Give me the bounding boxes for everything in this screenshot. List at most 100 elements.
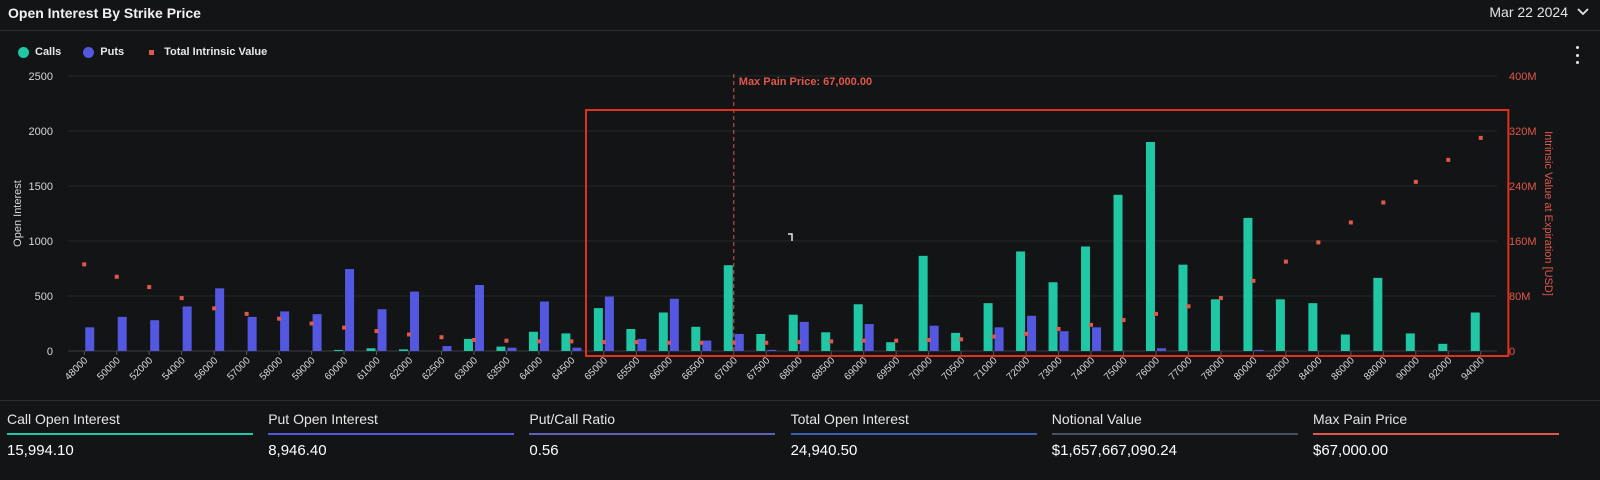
- put-bar: [734, 333, 744, 351]
- put-bar: [994, 327, 1004, 351]
- put-bar: [864, 324, 874, 351]
- intrinsic-point: [374, 329, 379, 334]
- legend-item-intrinsic[interactable]: Total Intrinsic Value: [146, 46, 267, 58]
- max-pain-annotation: Max Pain Price: 67,000.00: [739, 76, 872, 88]
- y-tick-label: 2500: [29, 71, 53, 83]
- intrinsic-point: [1251, 278, 1256, 283]
- x-tick-label: 58000: [258, 355, 286, 383]
- intrinsic-point: [991, 334, 996, 339]
- y2-tick-label: 240M: [1509, 181, 1537, 193]
- call-bar: [821, 332, 831, 351]
- stats-bar: Call Open Interest 15,994.10 Put Open Inte…: [0, 400, 1600, 480]
- call-bar: [1081, 246, 1091, 351]
- x-tick-label: 65000: [583, 355, 611, 383]
- stat-max-pain-price: Max Pain Price $67,000.00: [1313, 401, 1559, 480]
- intrinsic-point: [1153, 311, 1158, 316]
- vertical-ellipsis-icon[interactable]: [1572, 46, 1582, 64]
- puts-swatch: [83, 46, 95, 58]
- x-tick-label: 94000: [1459, 355, 1487, 383]
- x-tick-label: 72000: [1005, 355, 1033, 383]
- stat-value: $1,657,667,090.24: [1051, 442, 1177, 459]
- stat-label: Call Open Interest: [7, 411, 120, 427]
- cursor-icon: [788, 233, 793, 241]
- y2-tick-label: 320M: [1509, 126, 1537, 138]
- y-tick-label: 0: [47, 346, 53, 358]
- x-tick-label: 82000: [1265, 355, 1293, 383]
- legend-item-calls[interactable]: Calls: [18, 46, 61, 58]
- put-bar: [182, 306, 192, 351]
- stat-put-open-interest: Put Open Interest 8,946.40: [268, 401, 515, 480]
- x-tick-label: 48000: [63, 355, 91, 383]
- x-tick-label: 68500: [810, 355, 838, 383]
- intrinsic-point: [1381, 200, 1386, 205]
- call-bar: [399, 349, 409, 351]
- put-bar: [572, 347, 582, 351]
- legend-label-puts: Puts: [100, 46, 125, 58]
- y-tick-label: 2000: [29, 126, 53, 138]
- x-tick-label: 63500: [485, 355, 513, 383]
- x-tick-label: 78000: [1200, 355, 1228, 383]
- put-bar: [1254, 349, 1264, 351]
- x-tick-label: 92000: [1427, 355, 1455, 383]
- put-bar: [669, 298, 679, 351]
- call-bar: [788, 314, 798, 351]
- x-tick-label: 52000: [128, 355, 156, 383]
- put-bar: [442, 346, 452, 351]
- x-tick-label: 70000: [907, 355, 935, 383]
- intrinsic-swatch: [149, 49, 155, 55]
- calls-swatch: [18, 46, 29, 58]
- stat-label: Put Open Interest: [268, 411, 378, 427]
- intrinsic-point: [601, 340, 606, 345]
- x-tick-label: 73000: [1037, 355, 1065, 383]
- stat-total-open-interest: Total Open Interest 24,940.50: [790, 401, 1037, 480]
- put-bar: [1059, 331, 1069, 351]
- intrinsic-point: [926, 338, 931, 342]
- x-tick-label: 67500: [745, 355, 773, 383]
- stat-label: Total Open Interest: [790, 411, 909, 427]
- intrinsic-point: [277, 316, 282, 321]
- x-tick-label: 70500: [940, 355, 968, 383]
- call-bar: [1178, 264, 1188, 351]
- x-tick-label: 69000: [842, 355, 870, 383]
- y2-tick-label: 400M: [1509, 71, 1537, 83]
- x-tick-label: 57000: [225, 355, 253, 383]
- x-tick-label: 65500: [615, 355, 643, 383]
- call-bar: [1243, 217, 1253, 351]
- open-interest-chart: 0 500 1000 1500 2000 2500 0 80M 160M 240M 320M 400M…: [12, 71, 1554, 383]
- intrinsic-point: [1478, 135, 1483, 140]
- stat-underline: [1313, 433, 1559, 435]
- x-tick-label: 84000: [1297, 355, 1325, 383]
- intrinsic-point: [179, 296, 184, 301]
- x-tick-label: 64500: [550, 355, 578, 383]
- call-bar: [886, 342, 896, 351]
- call-bar: [334, 349, 344, 351]
- put-bar: [702, 340, 712, 351]
- expiry-date-dropdown[interactable]: Mar 22 2024: [1489, 4, 1590, 20]
- chevron-down-icon: [1577, 8, 1589, 16]
- stat-underline: [790, 433, 1037, 435]
- stat-value: 15,994.10: [7, 442, 74, 459]
- put-bar: [1156, 348, 1166, 351]
- x-tick-label: 68000: [777, 355, 805, 383]
- put-bar: [85, 327, 95, 351]
- intrinsic-point: [959, 337, 964, 342]
- intrinsic-point: [1056, 327, 1061, 331]
- call-bar: [561, 333, 571, 351]
- call-bar: [1308, 303, 1318, 351]
- intrinsic-point: [536, 339, 541, 344]
- legend-item-puts[interactable]: Puts: [83, 46, 124, 58]
- x-tick-label: 86000: [1330, 355, 1358, 383]
- chart-legend: Calls Puts Total Intrinsic Value: [18, 46, 289, 58]
- put-bar: [280, 311, 290, 351]
- y2-axis-label: Intrinsic Value at Expiration [USD]: [1542, 131, 1554, 296]
- put-bar: [247, 316, 257, 351]
- intrinsic-point: [699, 340, 704, 345]
- x-tick-label: 88000: [1362, 355, 1390, 383]
- call-bar: [1470, 312, 1480, 351]
- legend-label-calls: Calls: [35, 46, 62, 58]
- intrinsic-point: [861, 338, 866, 343]
- menu-dot: [1575, 61, 1579, 64]
- stat-label: Max Pain Price: [1313, 411, 1408, 427]
- x-tick-label: 62000: [388, 355, 416, 383]
- intrinsic-point: [114, 274, 119, 279]
